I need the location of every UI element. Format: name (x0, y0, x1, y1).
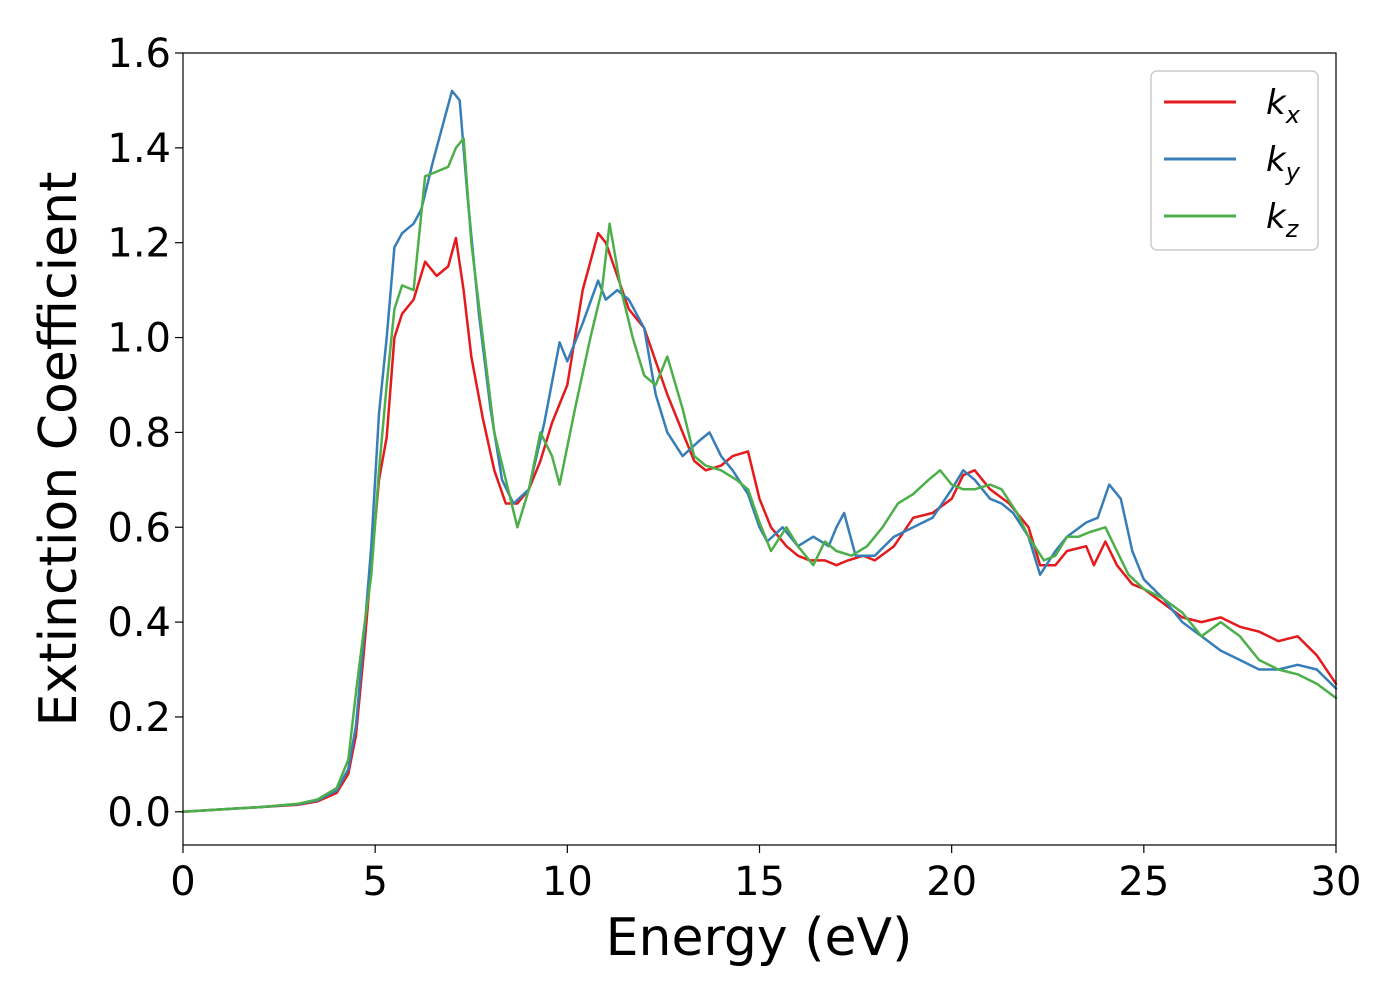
x-tick-label: 0 (170, 859, 195, 905)
x-tick-label: 30 (1311, 859, 1362, 905)
y-tick-label: 0.6 (107, 505, 171, 551)
x-tick-label: 25 (1118, 859, 1169, 905)
x-tick-label: 10 (542, 859, 593, 905)
legend-label-subscript: z (1285, 215, 1300, 243)
y-axis-label: Extinction Coefficient (29, 172, 89, 727)
series-layer (181, 89, 1338, 814)
legend-label-kx: kx (1266, 83, 1301, 129)
legend-label-kz: kz (1266, 197, 1300, 243)
series-line-kz (181, 137, 1338, 814)
y-tick-label: 1.6 (107, 31, 171, 77)
y-tick-label: 1.0 (107, 316, 171, 362)
y-tick-label: 0.4 (107, 600, 171, 646)
series-line-ky (181, 89, 1338, 814)
x-tick-label: 20 (926, 859, 977, 905)
legend-label-subscript: y (1285, 158, 1301, 186)
y-axis: 0.0 0.2 0.4 0.6 0.8 1.0 1.2 1.4 1.6 (107, 31, 183, 836)
y-tick-label: 0.2 (107, 695, 171, 741)
x-axis: 0 5 10 15 20 25 30 (170, 845, 1361, 905)
x-tick-label: 15 (734, 859, 785, 905)
legend-label-base: k (1266, 140, 1287, 180)
legend-label-base: k (1266, 197, 1287, 237)
legend-label-base: k (1266, 83, 1287, 123)
x-tick-label: 5 (362, 859, 387, 905)
legend-label-subscript: x (1285, 101, 1301, 129)
x-axis-label: Energy (eV) (606, 908, 913, 968)
series-line-kx (181, 231, 1338, 814)
y-tick-label: 1.4 (107, 126, 171, 172)
y-tick-label: 0.0 (107, 790, 171, 836)
y-tick-label: 0.8 (107, 410, 171, 456)
legend-label-ky: ky (1266, 140, 1301, 186)
y-tick-label: 1.2 (107, 221, 171, 267)
